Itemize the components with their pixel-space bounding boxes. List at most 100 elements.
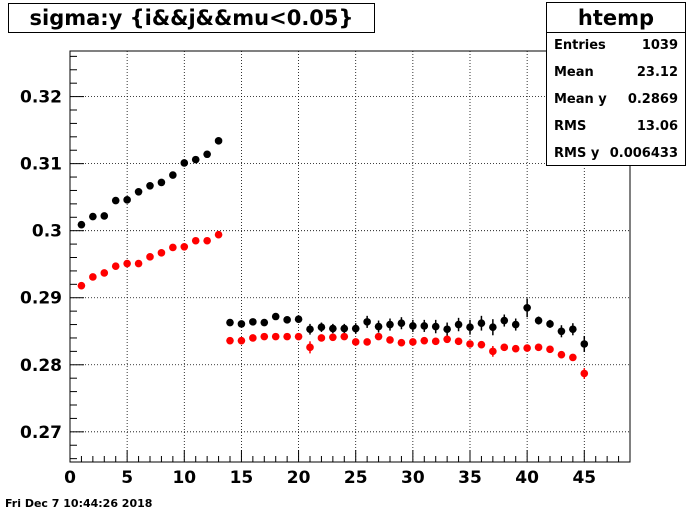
x-axis: 0 5 10 15 20 25 30 35 40 45 — [64, 450, 620, 488]
data-point — [489, 323, 497, 332]
plot-title: sigma:y {i&&j&&mu<0.05} — [8, 3, 375, 33]
data-point — [191, 155, 200, 164]
data-point — [123, 196, 131, 204]
stats-box: htemp Entries 1039 Mean 23.12 Mean y 0.2… — [546, 2, 686, 166]
data-point — [523, 303, 531, 312]
x-tick-label: 30 — [401, 468, 425, 488]
stats-value: 0.2869 — [627, 92, 678, 107]
data-point — [100, 269, 109, 277]
stats-label: Mean — [554, 65, 594, 80]
data-point — [374, 332, 383, 341]
data-point — [523, 344, 531, 352]
data-point — [511, 320, 520, 329]
data-point — [317, 323, 326, 332]
data-point — [146, 253, 154, 261]
data-point — [351, 324, 360, 333]
x-tick-label: 45 — [572, 468, 596, 488]
data-point — [386, 320, 394, 329]
data-point — [340, 324, 349, 333]
data-point — [386, 336, 394, 344]
data-point — [317, 334, 326, 342]
data-point — [511, 344, 520, 353]
stats-value: 23.12 — [636, 65, 678, 80]
data-point — [557, 327, 566, 336]
data-point — [454, 320, 463, 329]
data-point — [169, 171, 177, 179]
x-tick-label: 35 — [458, 468, 482, 488]
data-point — [569, 353, 577, 362]
data-point — [409, 322, 417, 330]
data-point — [111, 196, 120, 205]
data-point — [134, 187, 143, 196]
stats-label: RMS y — [554, 146, 600, 161]
data-point — [123, 259, 131, 268]
x-tick-label: 15 — [230, 468, 254, 488]
data-point — [203, 236, 211, 245]
y-tick-label: 0.27 — [20, 423, 62, 443]
data-point — [500, 316, 509, 325]
data-point — [477, 340, 486, 349]
data-point — [271, 312, 280, 321]
data-point — [340, 332, 349, 341]
data-point — [363, 318, 371, 326]
data-point — [534, 343, 543, 352]
data-point — [431, 322, 440, 331]
stats-label: Entries — [554, 38, 606, 53]
data-point — [237, 336, 246, 345]
data-point — [249, 334, 257, 342]
data-point — [226, 336, 234, 345]
x-tick-label: 20 — [287, 468, 311, 488]
data-point — [306, 325, 314, 334]
data-point — [500, 343, 509, 352]
data-point — [294, 332, 303, 341]
stats-title: htemp — [547, 3, 685, 33]
data-point — [157, 178, 166, 187]
data-point — [214, 137, 223, 145]
data-point — [466, 323, 474, 332]
data-point — [100, 212, 109, 220]
data-point — [466, 340, 474, 348]
data-point — [77, 220, 86, 229]
data-point — [397, 319, 406, 328]
data-point — [420, 322, 429, 330]
data-point — [363, 338, 371, 346]
data-point — [203, 150, 211, 159]
data-point — [489, 347, 497, 356]
data-point — [89, 273, 97, 281]
x-tick-label: 5 — [121, 468, 133, 488]
data-point — [77, 281, 86, 290]
y-tick-label: 0.31 — [20, 155, 62, 175]
stats-row-entries: Entries 1039 — [554, 38, 678, 53]
data-point — [374, 322, 383, 331]
y-tick-label: 0.32 — [20, 88, 62, 108]
data-point — [260, 332, 269, 341]
data-points — [77, 137, 589, 379]
x-tick-label: 10 — [172, 468, 196, 488]
x-tick-label: 40 — [515, 468, 539, 488]
data-point — [146, 181, 154, 190]
data-point — [420, 336, 429, 345]
data-point — [283, 316, 291, 324]
data-point — [329, 333, 337, 342]
data-point — [191, 236, 200, 245]
series-0 — [77, 137, 589, 353]
stats-label: Mean y — [554, 92, 607, 107]
data-point — [180, 242, 189, 251]
data-point — [329, 324, 337, 333]
x-tick-label: 25 — [344, 468, 368, 488]
stats-row-mean: Mean 23.12 — [554, 65, 678, 80]
data-point — [443, 325, 451, 334]
data-point — [249, 318, 257, 326]
data-point — [237, 320, 246, 328]
y-axis: 0.27 0.28 0.29 0.3 0.31 0.32 — [20, 55, 84, 460]
stats-row-rms: RMS 13.06 — [554, 119, 678, 134]
data-point — [111, 262, 120, 271]
data-point — [397, 338, 406, 347]
data-point — [294, 315, 303, 323]
data-point — [409, 338, 417, 346]
data-point — [431, 337, 440, 346]
stats-value: 13.06 — [636, 119, 678, 134]
data-point — [454, 337, 463, 346]
data-point — [580, 369, 589, 378]
